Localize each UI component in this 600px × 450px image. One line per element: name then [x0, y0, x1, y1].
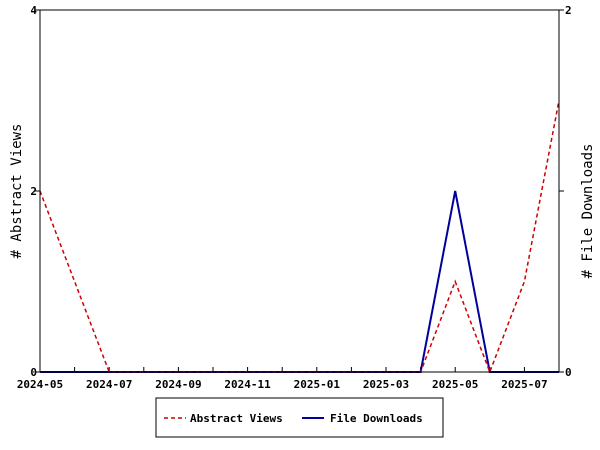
left-y-tick-label: 2	[30, 185, 37, 198]
x-axis-tick-labels: 2024-05 2024-07 2024-09 2024-11 2025-01 2025-…	[17, 378, 548, 391]
x-tick-label: 2025-07	[501, 378, 547, 391]
left-axis-title: # Abstract Views	[9, 124, 25, 259]
x-tick-label: 2024-09	[155, 378, 201, 391]
x-tick-label: 2025-01	[294, 378, 341, 391]
y-axis-ticks	[35, 9, 564, 373]
x-tick-label: 2024-05	[17, 378, 63, 391]
plot-frame	[39, 9, 560, 373]
x-tick-label: 2024-11	[224, 378, 271, 391]
right-axis-tick-labels: 02	[565, 4, 572, 379]
left-y-tick-label: 4	[30, 4, 37, 17]
left-axis-tick-labels: 0 2 4	[30, 4, 37, 379]
legend: Abstract Views File Downloads	[155, 397, 444, 438]
left-y-tick-label: 0	[30, 366, 37, 379]
right-y-tick-label: 0	[565, 366, 572, 379]
legend-box	[155, 397, 444, 438]
series-layer	[39, 100, 560, 375]
legend-label-abstract-views: Abstract Views	[190, 412, 283, 425]
x-tick-label: 2025-03	[363, 378, 409, 391]
x-tick-label: 2025-05	[432, 378, 478, 391]
x-tick-label: 2024-07	[86, 378, 132, 391]
right-y-tick-label: 2	[565, 4, 572, 17]
right-axis-title: # File Downloads	[580, 144, 596, 279]
series-line-file-downloads	[40, 190, 559, 373]
legend-label-file-downloads: File Downloads	[330, 412, 423, 425]
